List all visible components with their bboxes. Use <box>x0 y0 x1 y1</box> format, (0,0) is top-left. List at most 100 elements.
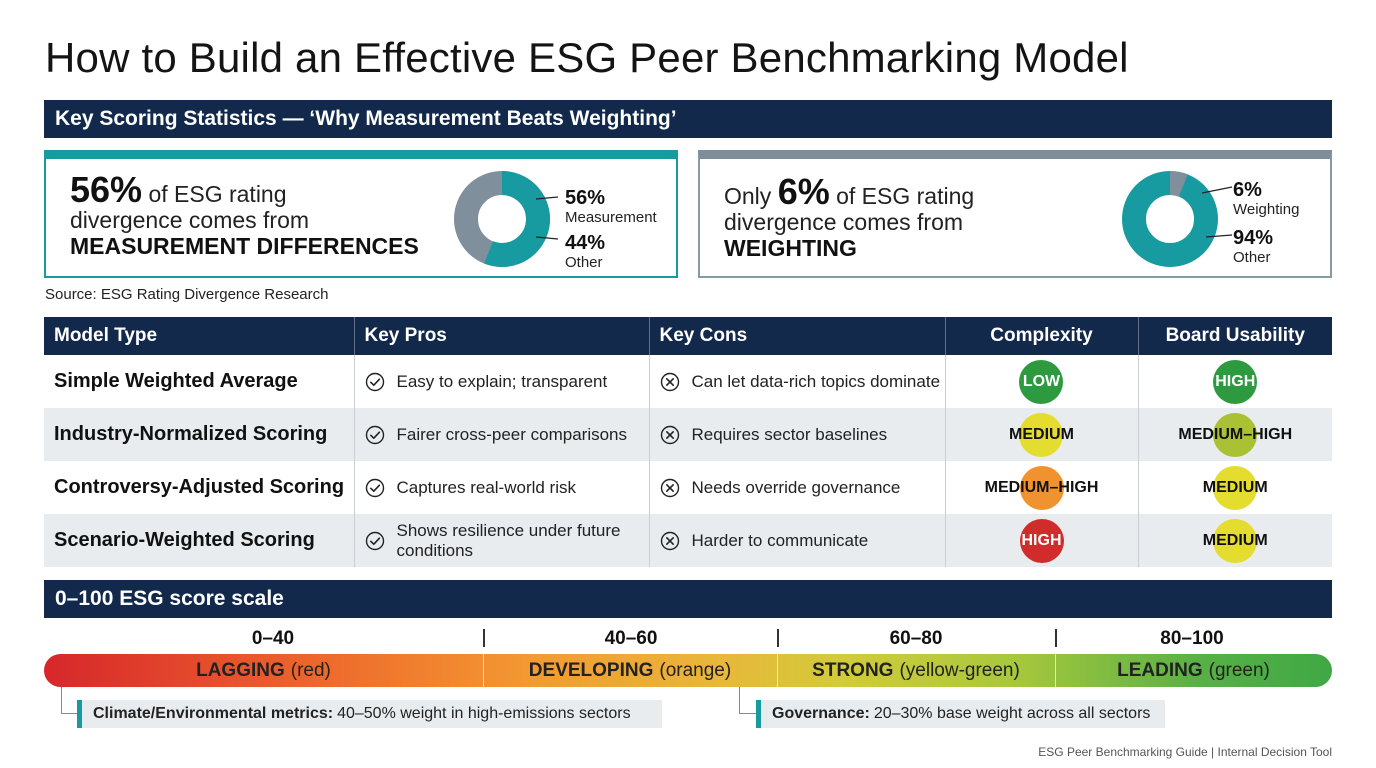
scale-range-label: 80–100 <box>1160 628 1224 649</box>
rating-circle <box>1213 518 1258 563</box>
usability-cell: HIGH <box>1138 355 1332 408</box>
model-type-cell: Industry-Normalized Scoring <box>44 408 355 461</box>
esg-score-scale-bar: LAGGING (red) DEVELOPING (orange) STRONG (y… <box>44 654 1332 687</box>
cons-cell: Needs override governance <box>649 461 946 514</box>
scale-segment-strong: STRONG (yellow-green) <box>812 659 1020 681</box>
stat-line2: divergence comes from <box>70 207 310 233</box>
rating-circle <box>1019 465 1064 510</box>
x-circle-icon <box>660 425 680 445</box>
check-circle-icon <box>365 478 385 498</box>
stat-line3: WEIGHTING <box>724 235 857 261</box>
note-connector-line <box>739 687 756 714</box>
usability-label: HIGH <box>1215 372 1256 390</box>
usability-badge: HIGH <box>1213 359 1258 404</box>
check-circle-icon <box>365 372 385 392</box>
rating-circle <box>1213 465 1258 510</box>
table-header-row: Model Type Key Pros Key Cons Complexity … <box>44 317 1332 355</box>
con-text: Requires sector baselines <box>691 424 888 444</box>
legend-other: 94% Other <box>1233 227 1274 266</box>
scale-segment-divider <box>1055 654 1056 687</box>
stat-big-number: 6% <box>777 171 830 212</box>
donut-segment-primary <box>1122 171 1218 267</box>
complexity-label: MEDIUM–HIGH <box>984 478 1099 496</box>
complexity-badge: LOW <box>1019 359 1064 404</box>
rating-circle <box>1213 412 1258 457</box>
stat-card-weighting: Only 6% of ESG rating divergence comes f… <box>698 150 1332 278</box>
legend-other: 44% Other <box>565 232 606 271</box>
con-text: Harder to communicate <box>691 530 869 550</box>
x-circle-icon <box>660 531 680 551</box>
header-board-usability: Board Usability <box>1138 317 1332 355</box>
donut-segment-primary <box>454 171 550 267</box>
stat-line1: of ESG rating <box>142 181 287 207</box>
scale-divider <box>1055 629 1057 647</box>
usability-label: MEDIUM <box>1202 478 1268 496</box>
model-comparison-table: Model Type Key Pros Key Cons Complexity … <box>44 317 1332 567</box>
cons-cell: Can let data-rich topics dominate <box>649 355 946 408</box>
stat-line3: MEASUREMENT DIFFERENCES <box>70 233 419 259</box>
header-complexity: Complexity <box>945 317 1139 355</box>
complexity-badge: MEDIUM–HIGH <box>984 465 1099 510</box>
header-key-cons: Key Cons <box>649 317 946 355</box>
usability-badge: MEDIUM <box>1202 518 1268 563</box>
legend-weighting: 6% Weighting <box>1233 179 1300 218</box>
page-footer: ESG Peer Benchmarking Guide | Internal D… <box>1038 745 1332 759</box>
pro-text: Easy to explain; transparent <box>396 371 608 391</box>
complexity-badge: MEDIUM <box>1009 412 1074 457</box>
scale-range-label: 0–40 <box>251 628 295 649</box>
complexity-label: HIGH <box>1021 531 1062 549</box>
x-circle-icon <box>660 478 680 498</box>
cons-cell: Requires sector baselines <box>649 408 946 461</box>
scale-section-header: 0–100 ESG score scale <box>44 580 1332 618</box>
usability-label: MEDIUM–HIGH <box>1178 425 1293 443</box>
usability-cell: MEDIUM <box>1138 461 1332 514</box>
pros-cell: Captures real-world risk <box>354 461 650 514</box>
complexity-cell: MEDIUM <box>945 408 1139 461</box>
model-type-cell: Scenario-Weighted Scoring <box>44 514 355 567</box>
pros-cell: Fairer cross-peer comparisons <box>354 408 650 461</box>
cons-cell: Harder to communicate <box>649 514 946 567</box>
check-circle-icon <box>365 531 385 551</box>
scale-range-label: 60–80 <box>889 628 943 649</box>
note-climate-weight: Climate/Environmental metrics: 40–50% wei… <box>77 700 662 728</box>
scale-range-labels: 0–40 40–60 60–80 80–100 <box>44 628 1332 650</box>
note-accent-bar <box>77 700 82 728</box>
legend-measurement: 56% Measurement <box>565 187 657 226</box>
complexity-cell: HIGH <box>945 514 1139 567</box>
usability-cell: MEDIUM <box>1138 514 1332 567</box>
usability-cell: MEDIUM–HIGH <box>1138 408 1332 461</box>
header-model-type: Model Type <box>44 317 355 355</box>
table-row: Controversy-Adjusted Scoring Captures rea… <box>44 461 1332 514</box>
note-governance-weight: Governance: 20–30% base weight across all… <box>756 700 1165 728</box>
complexity-cell: MEDIUM–HIGH <box>945 461 1139 514</box>
model-type-cell: Controversy-Adjusted Scoring <box>44 461 355 514</box>
stat-prefix: Only <box>724 183 778 209</box>
stat-big-number: 56% <box>70 169 143 210</box>
rating-circle <box>1019 518 1064 563</box>
usability-label: MEDIUM <box>1202 531 1268 549</box>
table-row: Simple Weighted Average Easy to explain; … <box>44 355 1332 408</box>
complexity-label: MEDIUM <box>1009 425 1074 443</box>
scale-segment-divider <box>483 654 484 687</box>
con-text: Needs override governance <box>691 477 901 497</box>
source-citation: Source: ESG Rating Divergence Research <box>45 286 329 303</box>
measurement-donut-chart <box>454 171 550 267</box>
scale-range-label: 40–60 <box>604 628 658 649</box>
stat-card-measurement: 56% of ESG rating divergence comes from … <box>44 150 678 278</box>
complexity-label: LOW <box>1022 372 1061 390</box>
legend-leader-lines <box>1202 186 1233 238</box>
scale-segment-lagging: LAGGING (red) <box>196 659 331 681</box>
legend-leader-lines <box>536 196 559 240</box>
scale-segment-leading: LEADING (green) <box>1117 659 1270 681</box>
pros-cell: Shows resilience under future conditions <box>354 514 650 567</box>
stat-text-measurement: 56% of ESG rating divergence comes from … <box>70 172 419 260</box>
complexity-badge: HIGH <box>1019 518 1064 563</box>
pros-cell: Easy to explain; transparent <box>354 355 650 408</box>
page-title: How to Build an Effective ESG Peer Bench… <box>45 34 1129 81</box>
table-row: Industry-Normalized Scoring Fairer cross-… <box>44 408 1332 461</box>
scale-divider <box>483 629 485 647</box>
stat-line2: divergence comes from <box>724 209 964 235</box>
pro-text: Shows resilience under future conditions <box>396 520 621 560</box>
usability-badge: MEDIUM <box>1202 465 1268 510</box>
scale-divider <box>777 629 779 647</box>
